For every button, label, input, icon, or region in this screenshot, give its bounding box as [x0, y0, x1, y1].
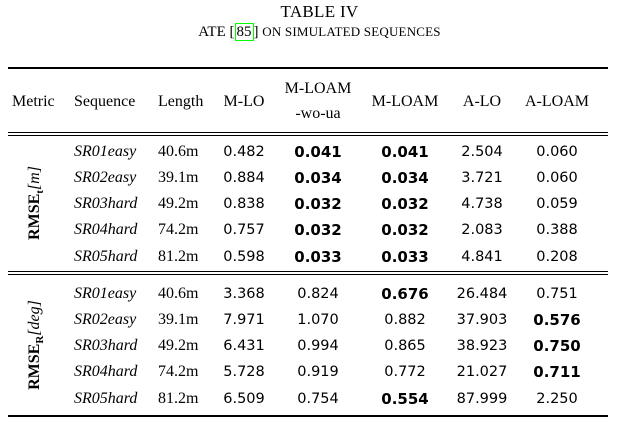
sequence-cell: SR05hard: [74, 390, 138, 407]
header-rule-2: [8, 135, 608, 136]
a-lo-cell: 4.841: [461, 249, 503, 265]
header-metric: Metric: [12, 93, 55, 110]
a-lo-cell: 38.923: [456, 338, 508, 354]
a-lo-cell: 3.721: [461, 170, 503, 186]
m-lo-cell: 6.509: [223, 391, 265, 407]
m-loam-cell: 0.032: [381, 221, 429, 239]
bottom-rule: [8, 415, 608, 417]
a-loam-cell: 0.208: [536, 249, 578, 265]
group-label-rmse-r: RMSER[deg]: [25, 300, 47, 390]
sequence-cell: SR04hard: [74, 363, 138, 380]
sequence-cell: SR02easy: [74, 311, 137, 328]
m-lo-cell: 7.971: [223, 312, 265, 328]
sequence-cell: SR02easy: [74, 169, 137, 186]
m-lo-cell: 0.757: [223, 222, 265, 238]
length-cell: 81.2m: [158, 390, 199, 407]
header-a-lo: A-LO: [462, 93, 502, 110]
m-loam-cell: 0.041: [381, 143, 429, 161]
table-caption-title: TABLE IV: [280, 2, 359, 21]
sequence-cell: SR05hard: [74, 248, 138, 265]
m-loam-wo-ua-cell: 0.994: [297, 338, 339, 354]
a-lo-cell: 37.903: [456, 312, 508, 328]
header-sequence: Sequence: [74, 93, 136, 110]
length-cell: 81.2m: [158, 248, 199, 265]
m-loam-wo-ua-cell: 0.919: [297, 364, 339, 380]
sequence-cell: SR01easy: [74, 285, 137, 302]
m-loam-wo-ua-cell: 0.041: [294, 143, 342, 161]
m-lo-cell: 3.368: [223, 286, 265, 302]
m-lo-cell: 5.728: [223, 364, 265, 380]
m-loam-cell: 0.865: [384, 338, 426, 354]
header-length: Length: [158, 93, 204, 110]
top-rule: [8, 67, 608, 69]
sequence-cell: SR04hard: [74, 221, 138, 238]
caption-prefix: ATE [: [198, 24, 235, 40]
m-lo-cell: 0.884: [223, 170, 265, 186]
m-loam-wo-ua-cell: 0.824: [297, 286, 339, 302]
length-cell: 49.2m: [158, 337, 199, 354]
a-lo-cell: 26.484: [456, 286, 508, 302]
a-lo-cell: 2.083: [461, 222, 503, 238]
a-loam-cell: 2.250: [536, 391, 578, 407]
a-loam-cell: 0.059: [536, 196, 578, 212]
header-m-lo: M-LO: [223, 93, 265, 110]
m-lo-cell: 0.598: [223, 249, 265, 265]
m-loam-wo-ua-cell: 0.032: [294, 221, 342, 239]
a-lo-cell: 87.999: [456, 391, 508, 407]
header-m-loam-wo-ua-line2: -wo-ua: [295, 105, 341, 122]
a-loam-cell: 0.711: [533, 363, 581, 381]
m-loam-wo-ua-cell: 1.070: [297, 312, 339, 328]
length-cell: 39.1m: [158, 311, 199, 328]
group-label-rmse-t: RMSEt[m]: [25, 166, 47, 240]
length-cell: 39.1m: [158, 169, 199, 186]
m-loam-wo-ua-cell: 0.754: [297, 391, 339, 407]
a-loam-cell: 0.576: [533, 311, 581, 329]
a-lo-cell: 21.027: [456, 364, 508, 380]
sequence-cell: SR03hard: [74, 337, 138, 354]
header-m-loam: M-LOAM: [371, 93, 439, 110]
a-loam-cell: 0.060: [536, 170, 578, 186]
header-rule-1: [8, 132, 608, 133]
m-lo-cell: 0.838: [223, 196, 265, 212]
a-loam-cell: 0.060: [536, 144, 578, 160]
m-loam-cell: 0.034: [381, 169, 429, 187]
table-caption-subtitle: ATE [85] ON SIMULATED SEQUENCES: [0, 23, 639, 41]
header-a-loam: A-LOAM: [525, 93, 589, 110]
m-loam-cell: 0.032: [381, 195, 429, 213]
header-m-loam-wo-ua-line1: M-LOAM: [284, 80, 352, 97]
m-lo-cell: 0.482: [223, 144, 265, 160]
caption-rest: ON SIMULATED SEQUENCES: [262, 24, 441, 39]
a-lo-cell: 2.504: [461, 144, 503, 160]
length-cell: 49.2m: [158, 195, 199, 212]
m-lo-cell: 6.431: [223, 338, 265, 354]
m-loam-wo-ua-cell: 0.033: [294, 248, 342, 266]
a-loam-cell: 0.388: [536, 222, 578, 238]
m-loam-cell: 0.033: [381, 248, 429, 266]
sequence-cell: SR01easy: [74, 143, 137, 160]
length-cell: 40.6m: [158, 285, 199, 302]
group-rule-1: [8, 271, 608, 272]
m-loam-cell: 0.772: [384, 364, 426, 380]
citation-link[interactable]: 85: [234, 23, 254, 41]
m-loam-cell: 0.882: [384, 312, 426, 328]
a-loam-cell: 0.750: [533, 337, 581, 355]
a-loam-cell: 0.751: [536, 286, 578, 302]
m-loam-cell: 0.676: [381, 285, 429, 303]
m-loam-wo-ua-cell: 0.032: [294, 195, 342, 213]
sequence-cell: SR03hard: [74, 195, 138, 212]
group-rule-2: [8, 274, 608, 275]
m-loam-cell: 0.554: [381, 390, 429, 408]
length-cell: 40.6m: [158, 143, 199, 160]
a-lo-cell: 4.738: [461, 196, 503, 212]
length-cell: 74.2m: [158, 363, 199, 380]
m-loam-wo-ua-cell: 0.034: [294, 169, 342, 187]
caption-suffix: ]: [253, 24, 263, 40]
length-cell: 74.2m: [158, 221, 199, 238]
